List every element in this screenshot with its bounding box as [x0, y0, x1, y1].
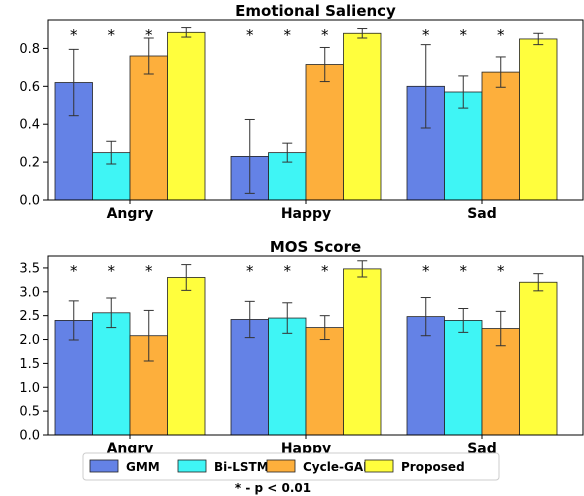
legend: GMM Bi-LSTM Cycle-GAN Proposed — [82, 452, 500, 481]
chart-title: MOS Score — [270, 238, 361, 256]
y-tick-label: 2.5 — [19, 309, 40, 324]
y-tick-label: 1.5 — [19, 357, 40, 372]
footnote: * - p < 0.01 — [235, 481, 311, 495]
legend-swatch — [364, 459, 394, 473]
legend-item-proposed: Proposed — [364, 459, 465, 474]
y-tick-label: 0.8 — [19, 42, 40, 57]
chart-title: Emotional Saliency — [235, 2, 396, 20]
y-tick-label: 2.0 — [19, 333, 40, 348]
chart-panel-1: Emotional Saliency 0.0 0.2 0.4 0.6 0.8 * * * * * * *… — [19, 2, 584, 222]
bar-gmm-happy — [230, 319, 269, 436]
bar-proposed-angry — [167, 31, 206, 201]
bar-proposed-sad — [519, 38, 558, 201]
significance-star: * — [145, 262, 153, 280]
x-tick-label: Sad — [467, 206, 497, 222]
bar-proposed-sad — [519, 281, 558, 436]
significance-star: * — [422, 262, 430, 280]
significance-star: * — [497, 262, 505, 280]
legend-item-bi-lstm: Bi-LSTM — [177, 459, 269, 474]
y-tick-label: 0.5 — [19, 405, 40, 420]
legend-item-gmm: GMM — [89, 459, 160, 474]
legend-swatch — [177, 459, 207, 473]
significance-star: * — [246, 26, 254, 44]
y-tick-label: 3.0 — [19, 285, 40, 300]
significance-star: * — [321, 26, 329, 44]
bar-cycle-gan-happy — [305, 64, 344, 201]
bar-cycle-gan-happy — [305, 327, 344, 436]
y-tick-label: 0.4 — [19, 118, 40, 133]
legend-item-cycle-gan: Cycle-GAN — [266, 459, 373, 474]
bar-bi-lstm-sad — [444, 320, 483, 436]
significance-star: * — [284, 26, 292, 44]
significance-star: * — [70, 26, 78, 44]
y-tick-label: 0.6 — [19, 80, 40, 95]
significance-star: * — [284, 262, 292, 280]
y-tick-label: 1.0 — [19, 381, 40, 396]
significance-star: * — [460, 26, 468, 44]
bar-proposed-angry — [167, 277, 206, 436]
axes-frame — [47, 255, 584, 436]
legend-label: Proposed — [401, 460, 465, 474]
bar-cycle-gan-sad — [481, 71, 520, 201]
legend-label: GMM — [126, 460, 160, 474]
significance-star: * — [145, 26, 153, 44]
legend-label: Cycle-GAN — [303, 460, 373, 474]
x-tick-label: Happy — [281, 206, 331, 222]
significance-star: * — [460, 262, 468, 280]
chart-panel-2: MOS Score 0.0 0.5 1.0 1.5 2.0 2.5 3.0 3.5 * * * * * * *… — [19, 238, 584, 457]
significance-star: * — [108, 26, 116, 44]
legend-swatch — [266, 459, 296, 473]
significance-star: * — [108, 262, 116, 280]
significance-star: * — [497, 26, 505, 44]
bar-cycle-gan-sad — [481, 328, 520, 436]
legend-swatch — [89, 459, 119, 473]
significance-star: * — [70, 262, 78, 280]
y-tick-label: 0.2 — [19, 156, 40, 171]
bar-bi-lstm-angry — [92, 312, 131, 436]
significance-star: * — [246, 262, 254, 280]
significance-star: * — [422, 26, 430, 44]
y-tick-label: 3.5 — [19, 261, 40, 276]
bar-gmm-sad — [406, 316, 445, 436]
significance-star: * — [321, 262, 329, 280]
bar-cycle-gan-angry — [129, 55, 168, 201]
bar-bi-lstm-happy — [268, 317, 307, 436]
axes-frame — [47, 19, 584, 201]
bar-proposed-happy — [343, 268, 382, 436]
legend-label: Bi-LSTM — [214, 460, 269, 474]
y-tick-label: 0.0 — [19, 194, 40, 209]
x-tick-label: Angry — [107, 206, 154, 222]
y-tick-label: 0.0 — [19, 429, 40, 444]
bar-proposed-happy — [343, 32, 382, 201]
